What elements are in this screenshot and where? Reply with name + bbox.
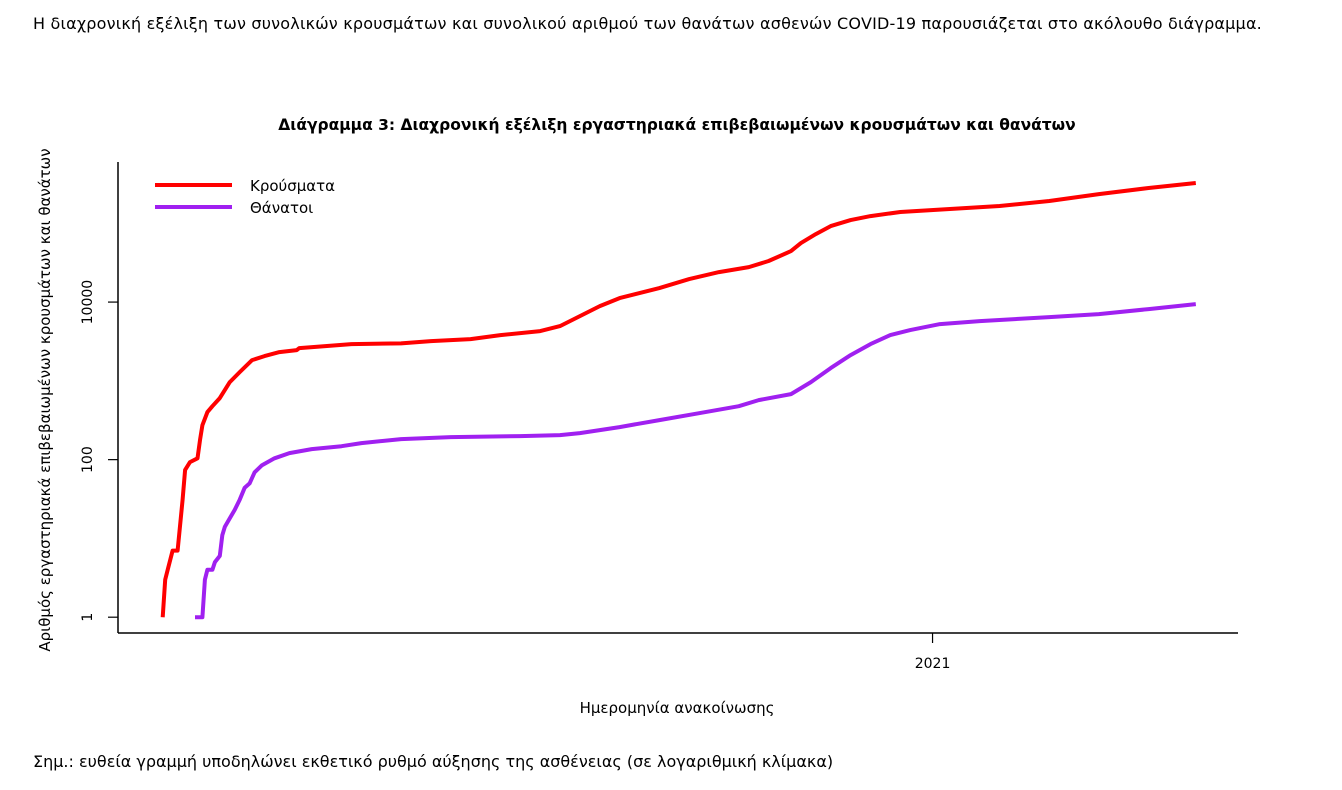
x-axis-label: Ημερομηνία ανακοίνωσης <box>580 699 775 717</box>
cases-line <box>160 181 1197 618</box>
y-tick-label: 10000 <box>80 280 96 325</box>
intro-paragraph: Η διαχρονική εξέλιξη των συνολικών κρουσ… <box>33 14 1262 33</box>
footnote: Σημ.: ευθεία γραμμή υποδηλώνει εκθετικό … <box>33 752 834 771</box>
legend-label-cases: Κρούσματα <box>250 177 335 195</box>
y-tick-label: 100 <box>80 446 96 473</box>
y-axis-label: Αριθμός εργαστηριακά επιβεβαιωμένων κρου… <box>36 148 54 651</box>
deaths-line <box>195 302 1197 620</box>
x-tick-label: 2021 <box>915 656 951 672</box>
legend-label-deaths: Θάνατοι <box>250 199 313 217</box>
legend: Κρούσματα Θάνατοι <box>155 177 335 217</box>
y-tick-label: 1 <box>80 613 96 622</box>
chart-title: Διάγραμμα 3: Διαχρονική εξέλιξη εργαστηρ… <box>278 116 1075 134</box>
